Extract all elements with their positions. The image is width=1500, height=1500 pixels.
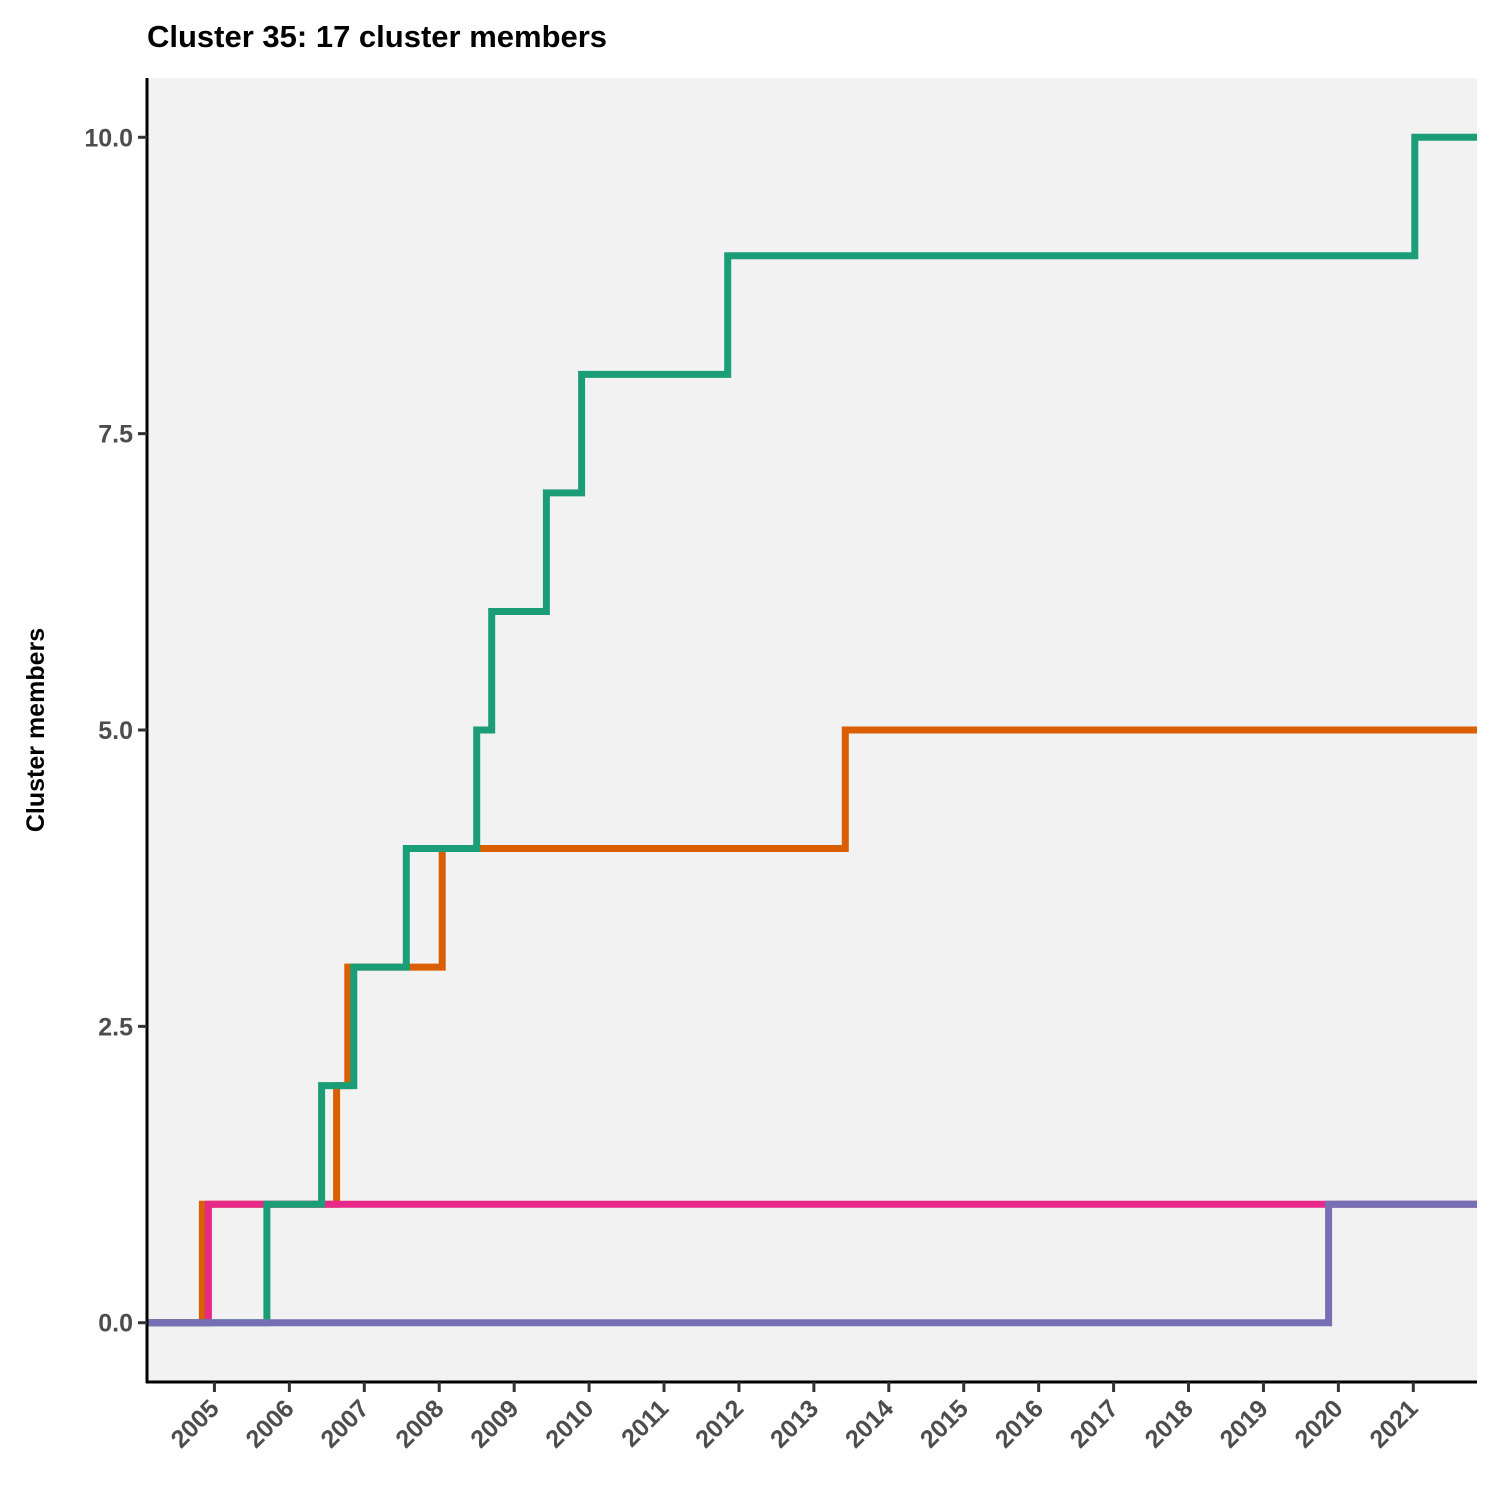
y-tick-label: 2.5	[98, 1013, 133, 1041]
x-tick-label: 2012	[690, 1394, 749, 1453]
y-ticks: 0.0 2.5 5.0 7.5 10.0	[84, 124, 147, 1338]
x-tick-label: 2009	[465, 1394, 524, 1453]
x-tick-label: 2007	[315, 1394, 374, 1453]
x-tick-label: 2013	[765, 1394, 824, 1453]
y-tick-label: 10.0	[84, 124, 133, 152]
x-tick-label: 2019	[1215, 1394, 1274, 1453]
x-ticks: 2005 2006 2007 2008 2009 2010 2011 2012 2013 2014…	[166, 1382, 1424, 1454]
x-tick-label: 2008	[390, 1394, 449, 1453]
series-layer	[147, 133, 1477, 1327]
series-line-4	[147, 1200, 1477, 1327]
chart-title: Cluster 35: 17 cluster members	[147, 19, 607, 54]
x-tick-label: 2005	[166, 1394, 225, 1453]
x-tick-label: 2017	[1065, 1394, 1124, 1453]
x-tick-label: 2014	[840, 1394, 899, 1453]
y-tick-label: 7.5	[98, 421, 133, 449]
series-line-1	[147, 726, 1477, 1327]
series-line-3	[147, 133, 1477, 1327]
y-tick-label: 5.0	[98, 717, 133, 745]
x-tick-label: 2016	[990, 1394, 1049, 1453]
x-tick-label: 2021	[1364, 1394, 1423, 1453]
x-tick-label: 2018	[1140, 1394, 1199, 1453]
x-tick-label: 2020	[1289, 1394, 1348, 1453]
y-tick-label: 0.0	[98, 1310, 133, 1338]
x-tick-label: 2011	[616, 1394, 674, 1452]
x-tick-label: 2010	[540, 1394, 599, 1453]
x-tick-label: 2015	[915, 1394, 974, 1453]
y-axis-label: Cluster members	[22, 628, 50, 832]
x-tick-label: 2006	[240, 1394, 299, 1453]
